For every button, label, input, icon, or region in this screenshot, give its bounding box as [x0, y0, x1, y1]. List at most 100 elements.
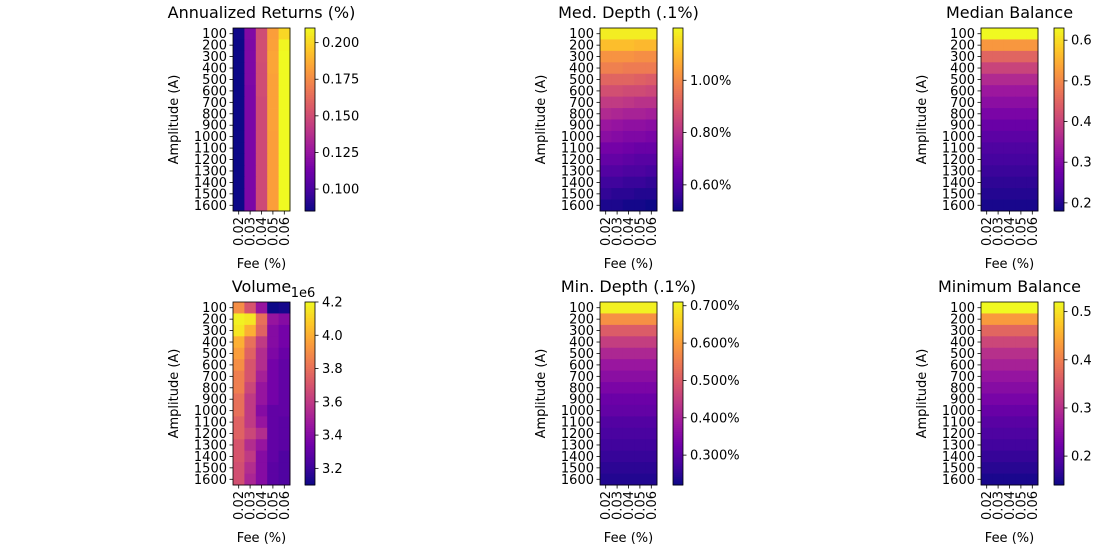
- colorbar-segment: [673, 156, 683, 159]
- colorbar-segment: [305, 64, 315, 68]
- colorbar-segment: [673, 95, 683, 98]
- heatmap-cell: [634, 108, 646, 120]
- heatmap-cell: [267, 370, 279, 383]
- heatmap-cell: [244, 336, 257, 349]
- heatmap-cell: [1026, 188, 1039, 200]
- heatmap-cell: [600, 142, 612, 155]
- heatmap-cell: [634, 439, 646, 452]
- heatmap-cell: [1003, 28, 1016, 40]
- heatmap-cell: [622, 96, 635, 109]
- colorbar-segment: [305, 348, 315, 352]
- heatmap-cell: [1026, 62, 1039, 75]
- heatmap-cell: [600, 416, 612, 429]
- colorbar-segment: [1054, 350, 1064, 354]
- colorbar-segment: [1054, 200, 1064, 204]
- heatmap-cell: [634, 153, 646, 166]
- x-tick-label: 0.06: [278, 217, 293, 246]
- heatmap-cell: [981, 393, 993, 406]
- heatmap-cell: [992, 462, 1005, 474]
- colorbar-tick-label: 0.4: [1071, 115, 1092, 130]
- colorbar-segment: [1054, 186, 1064, 190]
- heatmap-cell: [611, 142, 624, 155]
- heatmap-cell: [244, 359, 257, 372]
- colorbar-segment: [673, 123, 683, 127]
- heatmap-cell: [1003, 324, 1016, 337]
- colorbar: 0.2 0.3 0.4 0.5: [1053, 301, 1092, 486]
- colorbar-segment: [673, 371, 683, 374]
- heatmap-cell: [255, 302, 268, 314]
- colorbar-segment: [305, 446, 315, 449]
- colorbar-segment: [1054, 304, 1064, 307]
- heatmap-cell: [981, 142, 993, 155]
- colorbar-segment: [1054, 330, 1064, 333]
- heatmap-cell: [992, 473, 1005, 486]
- y-tick-label: 1100: [194, 416, 227, 431]
- heatmap-cell: [981, 427, 993, 440]
- heatmap-cell: [255, 199, 268, 212]
- colorbar-segment: [673, 356, 683, 360]
- heatmap-cell: [611, 450, 624, 463]
- heatmap-cell: [233, 450, 245, 463]
- heatmap-cell: [1003, 462, 1016, 474]
- heatmap-cell: [611, 73, 624, 86]
- x-tick-label: 0.05: [1014, 217, 1029, 246]
- heatmap-cell: [244, 450, 257, 463]
- y-tick-label: 1400: [942, 176, 975, 191]
- heatmap-cell: [1003, 108, 1016, 120]
- heatmap-cell: [992, 108, 1005, 120]
- y-tick-label: 1300: [194, 164, 227, 179]
- colorbar-segment: [673, 480, 683, 484]
- colorbar-segment: [305, 472, 315, 476]
- colorbar-segment: [305, 44, 315, 47]
- heatmap-cell: [278, 108, 291, 120]
- heatmap-cell: [622, 439, 635, 452]
- panel-title: Med. Depth (.1%): [558, 3, 699, 22]
- colorbar-segment: [305, 111, 315, 114]
- heatmap-cell: [1026, 404, 1039, 417]
- colorbar-segment: [673, 196, 683, 200]
- heatmap-cell: [992, 359, 1005, 372]
- colorbar-segment: [673, 89, 683, 92]
- heatmap-cell: [981, 130, 993, 143]
- heatmap-cell: [233, 427, 245, 440]
- heatmap-cell: [1003, 85, 1016, 98]
- colorbar-segment: [673, 76, 683, 80]
- y-tick-label: 400: [950, 62, 975, 77]
- heatmap-cell: [611, 96, 624, 109]
- y-tick-label: 1100: [561, 416, 594, 431]
- y-tick-label: 1000: [561, 404, 594, 419]
- y-tick-label: 800: [950, 381, 975, 396]
- colorbar-segment: [1054, 338, 1064, 342]
- heatmap-cell: [600, 119, 612, 132]
- colorbar-segment: [305, 101, 315, 104]
- colorbar-segment: [305, 332, 315, 336]
- colorbar-segment: [673, 314, 683, 317]
- y-tick-label: 1500: [561, 461, 594, 476]
- colorbar-segment: [305, 464, 315, 468]
- colorbar-segment: [673, 42, 683, 45]
- heatmap-cell: [611, 462, 624, 474]
- heatmap-cell: [981, 313, 993, 326]
- colorbar-segment: [673, 318, 683, 321]
- y-tick-label: 100: [569, 27, 594, 42]
- heatmap-cell: [981, 473, 993, 486]
- heatmap-cell: [278, 153, 291, 166]
- colorbar-segment: [305, 154, 315, 157]
- colorbar-segment: [305, 150, 315, 153]
- heatmap-cell: [278, 450, 291, 463]
- colorbar-segment: [1054, 121, 1064, 125]
- heatmap-cell: [233, 28, 245, 40]
- heatmap-cell: [1026, 302, 1039, 314]
- colorbar-segment: [673, 320, 683, 323]
- colorbar-segment: [673, 397, 683, 401]
- colorbar-tick-label: 0.2: [1071, 450, 1092, 465]
- heatmap-cell: [244, 382, 257, 394]
- colorbar-segment: [1054, 413, 1064, 417]
- colorbar-segment: [1054, 356, 1064, 360]
- heatmap-cell: [611, 153, 624, 166]
- colorbar-segment: [673, 456, 683, 460]
- heatmap-cell: [981, 336, 993, 349]
- heatmap-cell: [992, 347, 1005, 360]
- heatmap-cell: [611, 393, 624, 406]
- colorbar-segment: [1054, 194, 1064, 198]
